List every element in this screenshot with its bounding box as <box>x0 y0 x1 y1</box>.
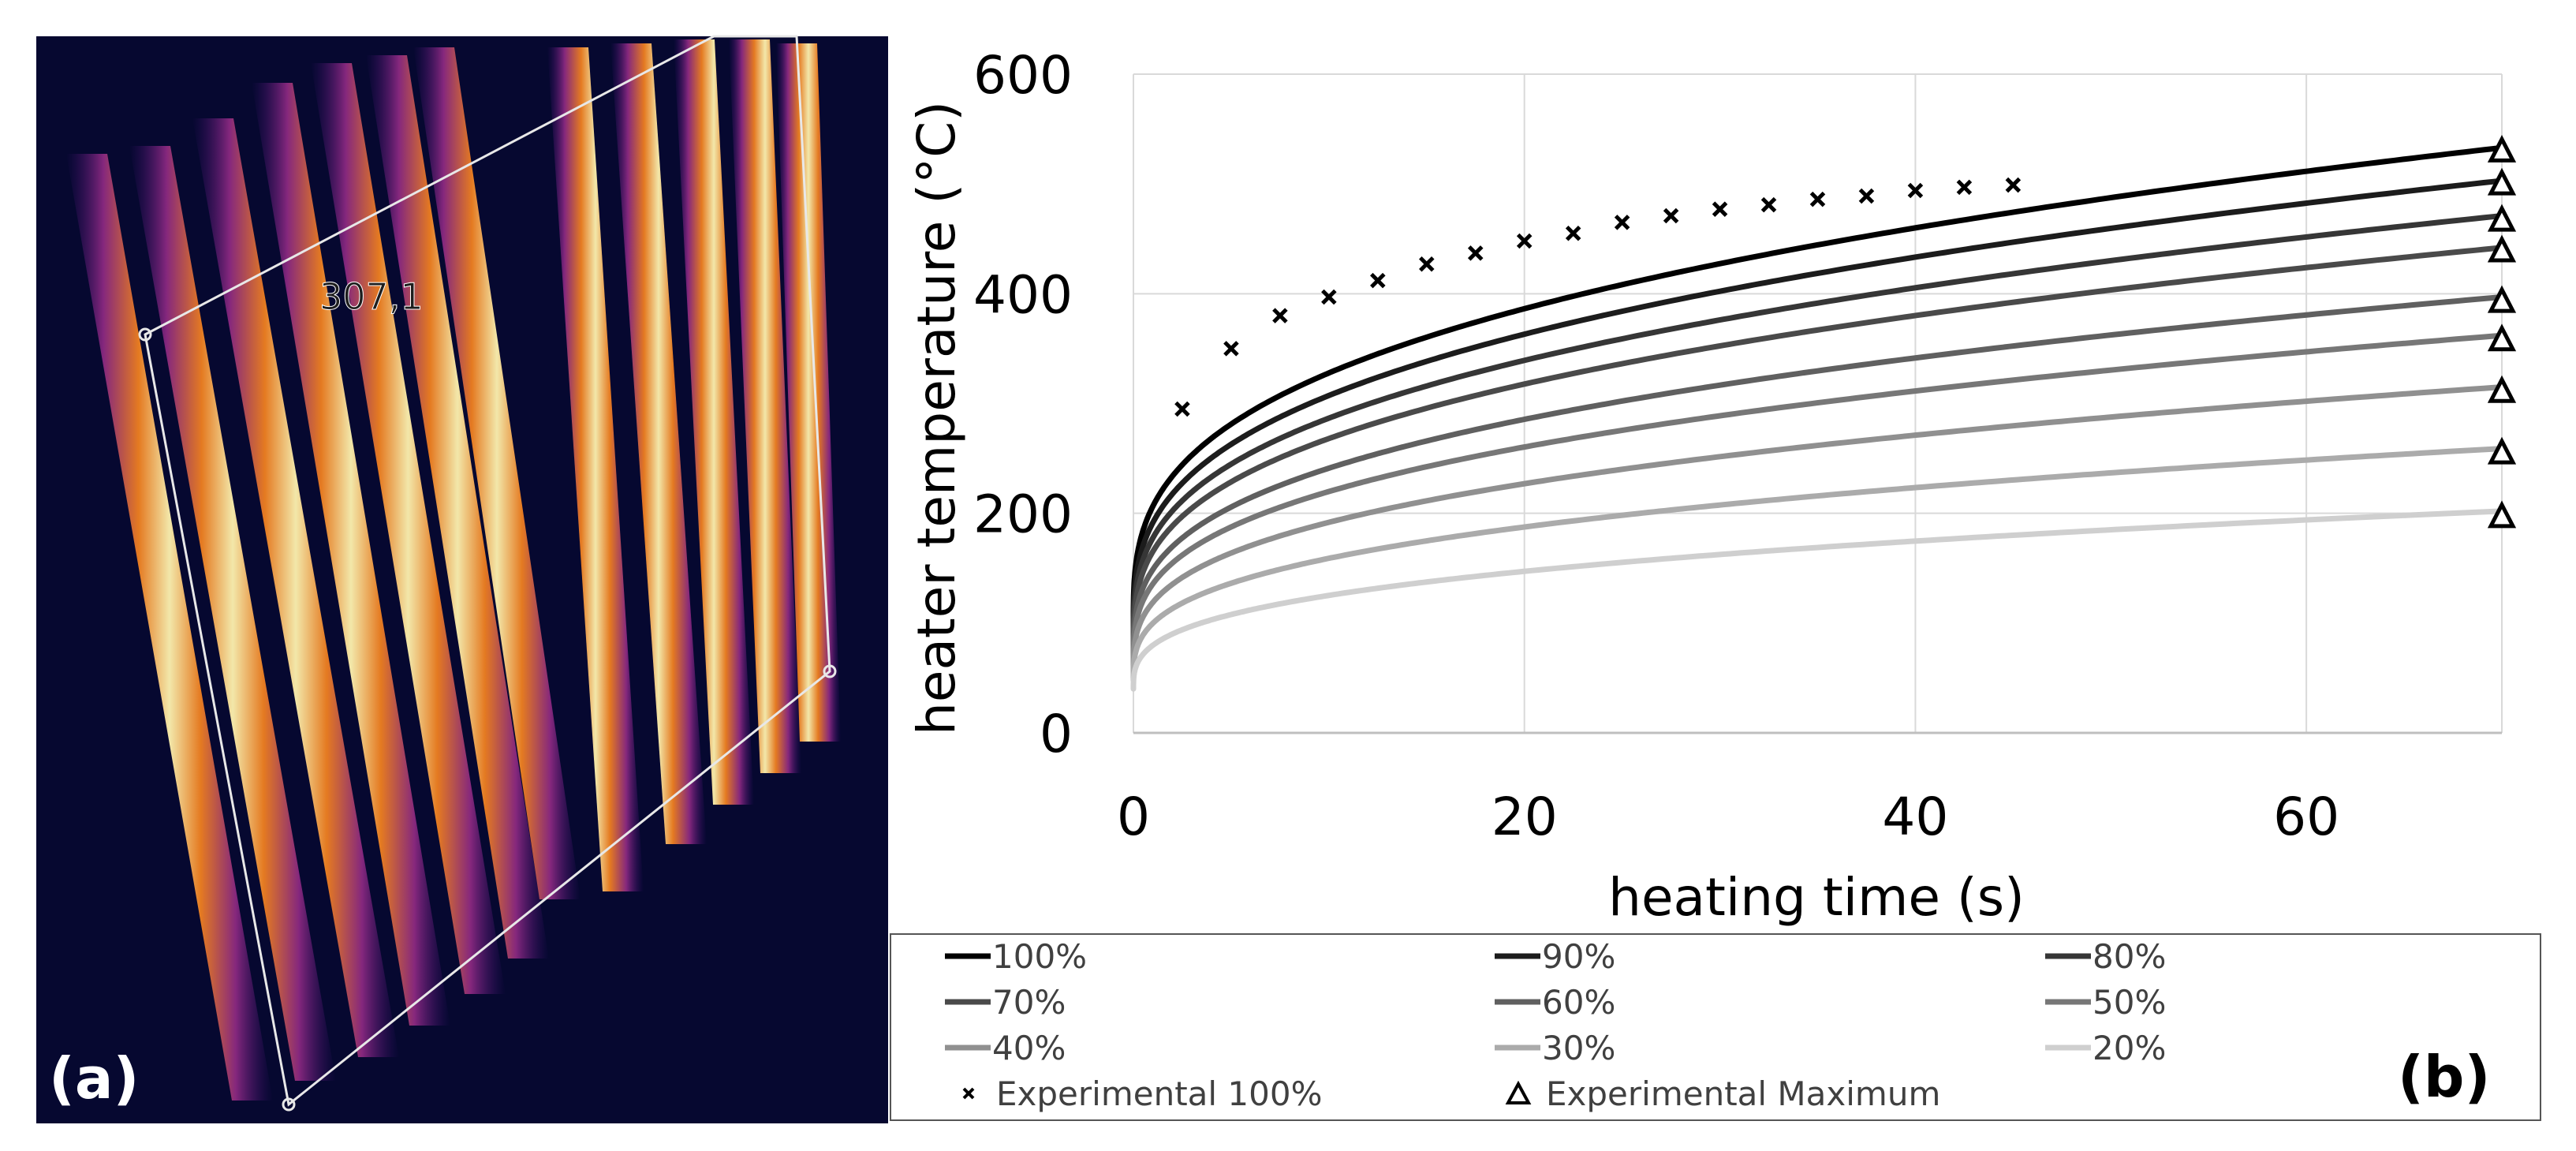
experimental-max-point <box>2487 134 2517 163</box>
experimental-max-point <box>2487 500 2517 529</box>
x-tick-label: 0 <box>1117 787 1150 847</box>
experimental-100-markers <box>1174 177 2022 417</box>
experimental-100-point <box>1419 256 1435 272</box>
heater-stripe <box>129 146 336 1081</box>
experimental-100-point <box>1370 272 1386 289</box>
x-tick-label: 40 <box>1882 787 1948 847</box>
thermal-image-panel: 307,1 (a) <box>36 35 888 1123</box>
x-tick-label: 20 <box>1491 787 1558 847</box>
series-line-100pct <box>1130 144 2505 626</box>
polygon-vertex <box>823 664 837 678</box>
experimental-100-point <box>1712 201 1728 217</box>
experimental-100-point <box>1467 245 1484 261</box>
legend-item: 50% <box>2045 983 2166 1022</box>
y-tick-label: 200 <box>973 484 1073 545</box>
heater-stripe <box>547 47 644 891</box>
experimental-100-point <box>1760 196 1777 213</box>
experimental-100-point <box>1223 341 1239 357</box>
svg-text:100%: 100% <box>992 937 1087 976</box>
series-line-20pct <box>1130 508 2505 692</box>
svg-text:50%: 50% <box>2093 983 2166 1022</box>
legend-item: 60% <box>1495 983 1615 1022</box>
legend-item-experimental-max: Experimental Maximum <box>1505 1074 1940 1113</box>
experimental-max-markers <box>2487 134 2517 529</box>
heater-stripe <box>729 39 801 773</box>
experimental-max-point <box>2487 323 2517 352</box>
svg-text:40%: 40% <box>992 1029 1066 1067</box>
legend-item-experimental-100: Experimental 100% <box>962 1074 1323 1113</box>
series-line-30pct <box>1130 446 2505 683</box>
experimental-100-point <box>2005 177 2022 193</box>
y-tick-label: 0 <box>1040 704 1073 764</box>
legend: 100% 90% 80% 70% 60% 50% 40% 30% 20% Experimental… <box>945 937 2166 1113</box>
series-line-70pct <box>1130 245 2505 654</box>
series-line-60pct <box>1130 294 2505 661</box>
experimental-100-point <box>1858 188 1875 204</box>
experimental-100-point <box>1809 191 1826 207</box>
heater-stripe <box>413 47 581 899</box>
chart-panel: 0 200 400 600 0 20 40 60 heater temperature (°… <box>890 45 2541 1121</box>
experimental-100-point <box>1663 207 1679 224</box>
y-axis-label: heater temperature (°C) <box>906 101 967 735</box>
y-tick-label: 600 <box>973 45 1073 106</box>
svg-text:Experimental Maximum: Experimental Maximum <box>1546 1074 1940 1113</box>
series-line-40pct <box>1130 384 2505 675</box>
legend-item: 90% <box>1495 937 1615 976</box>
experimental-max-point <box>2487 436 2517 465</box>
svg-text:20%: 20% <box>2093 1029 2166 1067</box>
measurement-label: 307,1 <box>319 275 424 318</box>
x-axis-ticks: 0 20 40 60 <box>1117 787 2339 847</box>
experimental-100-point <box>1614 215 1630 230</box>
measurement-polygon <box>144 35 831 1107</box>
experimental-100-point <box>1516 233 1533 249</box>
experimental-max-point <box>2487 234 2517 263</box>
experimental-100-point <box>1907 182 1924 199</box>
svg-text:90%: 90% <box>1542 937 1615 976</box>
heater-stripes <box>66 39 841 1101</box>
experimental-max-point <box>2487 285 2517 313</box>
model-curves <box>1130 144 2505 692</box>
series-line-90pct <box>1130 178 2505 637</box>
panel-b-label: (b) <box>2398 1044 2490 1110</box>
legend-item: 70% <box>945 983 1066 1022</box>
panel-a-label: (a) <box>49 1045 139 1112</box>
y-axis-ticks: 0 200 400 600 <box>973 45 1073 764</box>
heater-stripe <box>66 154 273 1101</box>
x-tick-label: 60 <box>2273 787 2339 847</box>
experimental-max-point <box>2487 375 2517 403</box>
series-line-80pct <box>1130 213 2505 646</box>
svg-text:80%: 80% <box>2093 937 2166 976</box>
heater-stripe <box>192 118 399 1057</box>
legend-item: 80% <box>2045 937 2166 976</box>
experimental-100-point <box>1321 289 1337 305</box>
experimental-max-point <box>2487 204 2517 232</box>
series-line-50pct <box>1130 332 2505 668</box>
heater-stripe <box>311 63 506 994</box>
x-axis-label: heating time (s) <box>1608 867 2025 928</box>
legend-item: 30% <box>1495 1029 1615 1067</box>
heater-stripe <box>252 83 450 1026</box>
experimental-max-point <box>2487 167 2517 196</box>
polygon-vertex <box>138 327 152 342</box>
experimental-100-point <box>1956 179 1973 196</box>
svg-text:60%: 60% <box>1542 983 1615 1022</box>
heater-stripe <box>610 43 707 844</box>
experimental-100-point <box>1174 401 1190 417</box>
legend-item: 20% <box>2045 1029 2166 1067</box>
heater-stripe <box>674 39 754 805</box>
svg-text:70%: 70% <box>992 983 1066 1022</box>
polygon-vertex <box>282 1097 296 1112</box>
svg-text:Experimental 100%: Experimental 100% <box>996 1074 1323 1113</box>
y-tick-label: 400 <box>973 264 1073 325</box>
experimental-100-point <box>1272 308 1288 323</box>
experimental-100-point <box>1565 226 1581 241</box>
legend-item: 40% <box>945 1029 1066 1067</box>
legend-item: 100% <box>945 937 1087 976</box>
heater-stripe <box>366 55 549 959</box>
svg-text:30%: 30% <box>1542 1029 1615 1067</box>
legend-box <box>890 933 2541 1121</box>
